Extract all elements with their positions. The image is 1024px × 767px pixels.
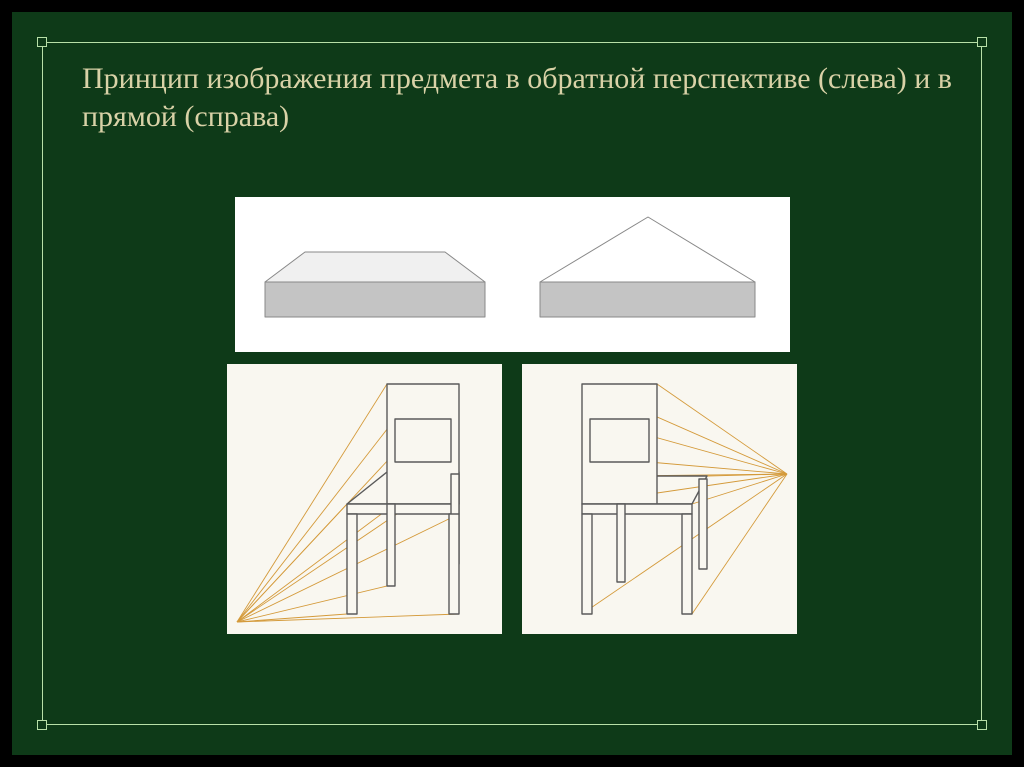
slide: Принцип изображения предмета в обратной … — [12, 12, 1012, 755]
frame-corner — [977, 37, 987, 47]
frame-corner — [37, 720, 47, 730]
chairs-row — [227, 364, 797, 634]
image-area — [12, 197, 1012, 634]
slide-title: Принцип изображения предмета в обратной … — [82, 60, 952, 135]
chair-linear-perspective — [522, 364, 797, 634]
frame-corner — [977, 720, 987, 730]
blocks-diagram — [235, 197, 790, 352]
frame-corner — [37, 37, 47, 47]
chair-reverse-perspective — [227, 364, 502, 634]
